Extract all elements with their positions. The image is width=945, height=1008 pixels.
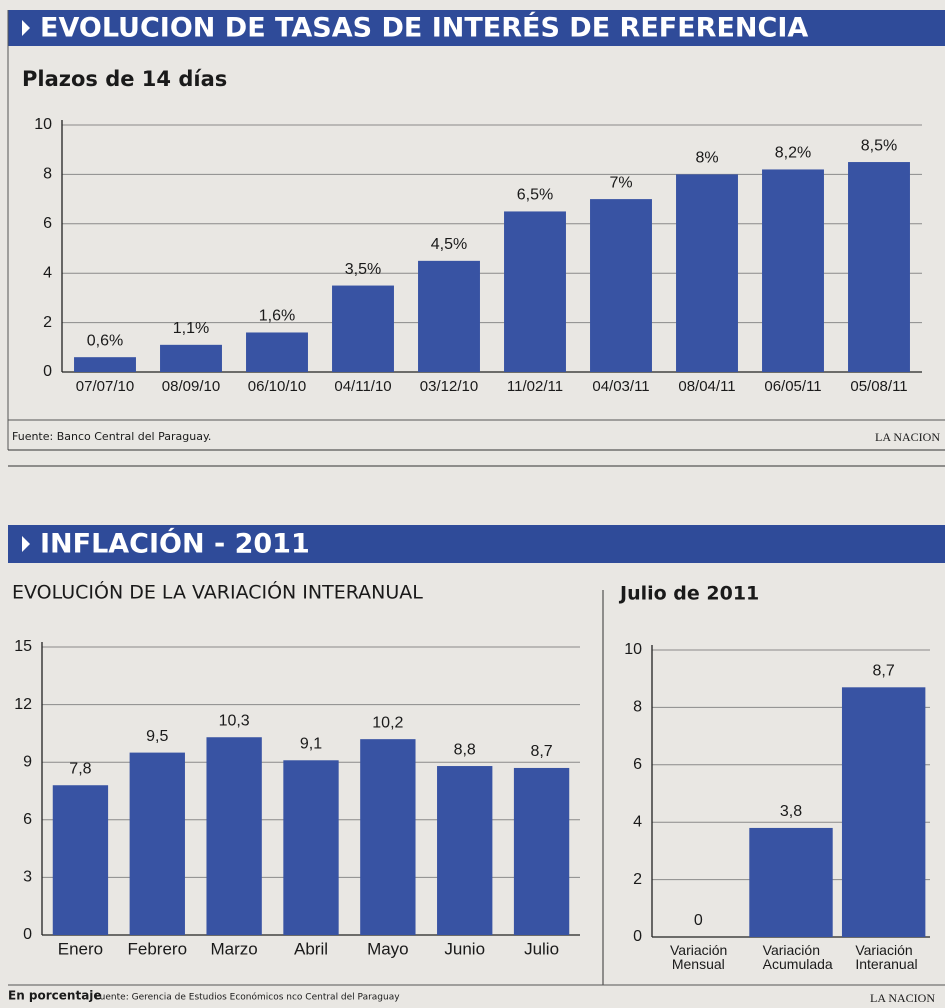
bar bbox=[513, 767, 570, 935]
x-tick-label: Variación Mensual bbox=[670, 943, 728, 972]
x-tick-label: 08/09/10 bbox=[162, 378, 220, 395]
header-arrow bbox=[22, 20, 30, 36]
y-tick-label: 10 bbox=[624, 641, 642, 658]
x-tick-label: 08/04/11 bbox=[678, 378, 735, 395]
x-tick-label-box: Variación Interanual bbox=[855, 943, 918, 972]
data-label: 4,5% bbox=[431, 236, 467, 253]
chart-title: Plazos de 14 días bbox=[22, 67, 227, 91]
y-tick-label: 0 bbox=[23, 926, 32, 943]
x-tick-label-box: Variación Mensual bbox=[670, 943, 728, 972]
bar bbox=[283, 760, 339, 935]
y-tick-label: 2 bbox=[43, 314, 52, 331]
x-tick-label: 05/08/11 bbox=[850, 378, 907, 395]
data-label: 10,3 bbox=[219, 712, 250, 729]
x-tick-label: 11/02/11 bbox=[507, 378, 563, 395]
chart-title: EVOLUCIÓN DE LA VARIACIÓN INTERANUAL bbox=[12, 580, 423, 604]
x-tick-label: Abril bbox=[294, 939, 328, 958]
chart-title: Julio de 2011 bbox=[618, 583, 759, 605]
x-tick-label: 07/07/10 bbox=[76, 378, 134, 395]
data-label: 9,1 bbox=[300, 735, 322, 752]
bar bbox=[762, 169, 824, 372]
data-label: 8,2% bbox=[775, 145, 811, 162]
bar bbox=[246, 332, 308, 372]
bar bbox=[676, 174, 738, 372]
x-tick-label: 06/05/11 bbox=[764, 378, 821, 395]
data-label: 3,8 bbox=[780, 803, 802, 820]
x-tick-label: 06/10/10 bbox=[248, 378, 306, 395]
data-label: 3,5% bbox=[345, 261, 381, 278]
x-tick-label: Febrero bbox=[128, 939, 188, 958]
data-label: 9,5 bbox=[146, 728, 168, 745]
data-label: 0,6% bbox=[87, 332, 123, 349]
y-tick-label: 8 bbox=[633, 699, 642, 716]
data-label: 7% bbox=[609, 174, 632, 191]
bar bbox=[74, 357, 136, 372]
x-tick-label: Marzo bbox=[211, 939, 258, 958]
data-label: 8,7 bbox=[873, 663, 895, 680]
x-tick-label-box: Variación Acumulada bbox=[762, 943, 833, 972]
data-label: 1,6% bbox=[259, 308, 295, 325]
bar bbox=[848, 162, 910, 372]
header-title: INFLACIÓN - 2011 bbox=[40, 528, 310, 560]
bar bbox=[418, 260, 480, 372]
bar bbox=[504, 211, 566, 372]
bar bbox=[52, 785, 109, 935]
note: En porcentaje bbox=[8, 989, 102, 1003]
x-tick-label: Enero bbox=[58, 939, 103, 958]
source: Fuente: Banco Central del Paraguay. bbox=[12, 430, 211, 443]
publisher: LA NACION bbox=[875, 430, 940, 444]
bar bbox=[437, 766, 493, 935]
bar bbox=[841, 687, 926, 937]
y-tick-label: 2 bbox=[633, 871, 642, 888]
data-label: 8% bbox=[695, 150, 718, 167]
header-title: EVOLUCION DE TASAS DE INTERÉS DE REFEREN… bbox=[40, 12, 808, 44]
bar bbox=[360, 739, 416, 935]
y-tick-label: 6 bbox=[23, 811, 32, 828]
bar bbox=[206, 737, 262, 935]
y-tick-label: 10 bbox=[34, 116, 52, 133]
data-label: 7,8 bbox=[69, 760, 91, 777]
publisher: LA NACION bbox=[870, 991, 935, 1005]
header-arrow bbox=[22, 536, 30, 552]
header-bar bbox=[8, 10, 945, 46]
y-tick-label: 8 bbox=[43, 166, 52, 183]
x-tick-label: Mayo bbox=[367, 939, 409, 958]
x-tick-label: Variación Acumulada bbox=[762, 943, 833, 972]
bar bbox=[749, 827, 833, 937]
x-tick-label: Variación Interanual bbox=[855, 943, 918, 972]
data-label: 8,7 bbox=[530, 743, 552, 760]
bar bbox=[332, 285, 394, 372]
x-tick-label: 03/12/10 bbox=[420, 378, 478, 395]
y-tick-label: 15 bbox=[14, 638, 32, 655]
y-tick-label: 6 bbox=[633, 756, 642, 773]
y-tick-label: 12 bbox=[14, 696, 32, 713]
x-tick-label: Julio bbox=[524, 939, 559, 958]
data-label: 0 bbox=[694, 912, 703, 929]
source: Fuente: Gerencia de Estudios Económicos … bbox=[95, 992, 400, 1003]
x-tick-label: 04/03/11 bbox=[592, 378, 649, 395]
data-label: 8,5% bbox=[861, 137, 897, 154]
y-tick-label: 0 bbox=[43, 363, 52, 380]
y-tick-label: 9 bbox=[23, 753, 32, 770]
data-label: 8,8 bbox=[454, 741, 476, 758]
data-label: 6,5% bbox=[517, 187, 553, 204]
x-tick-label: Junio bbox=[444, 939, 485, 958]
bar bbox=[129, 752, 185, 935]
bar bbox=[590, 199, 652, 372]
y-tick-label: 3 bbox=[23, 869, 32, 886]
y-tick-label: 4 bbox=[633, 813, 642, 830]
y-tick-label: 0 bbox=[633, 928, 642, 945]
header-bar bbox=[8, 525, 945, 563]
data-label: 10,2 bbox=[372, 714, 403, 731]
y-tick-label: 4 bbox=[43, 264, 52, 281]
bar bbox=[160, 344, 222, 372]
x-tick-label: 04/11/10 bbox=[334, 378, 391, 395]
data-label: 1,1% bbox=[173, 320, 209, 337]
y-tick-label: 6 bbox=[43, 215, 52, 232]
